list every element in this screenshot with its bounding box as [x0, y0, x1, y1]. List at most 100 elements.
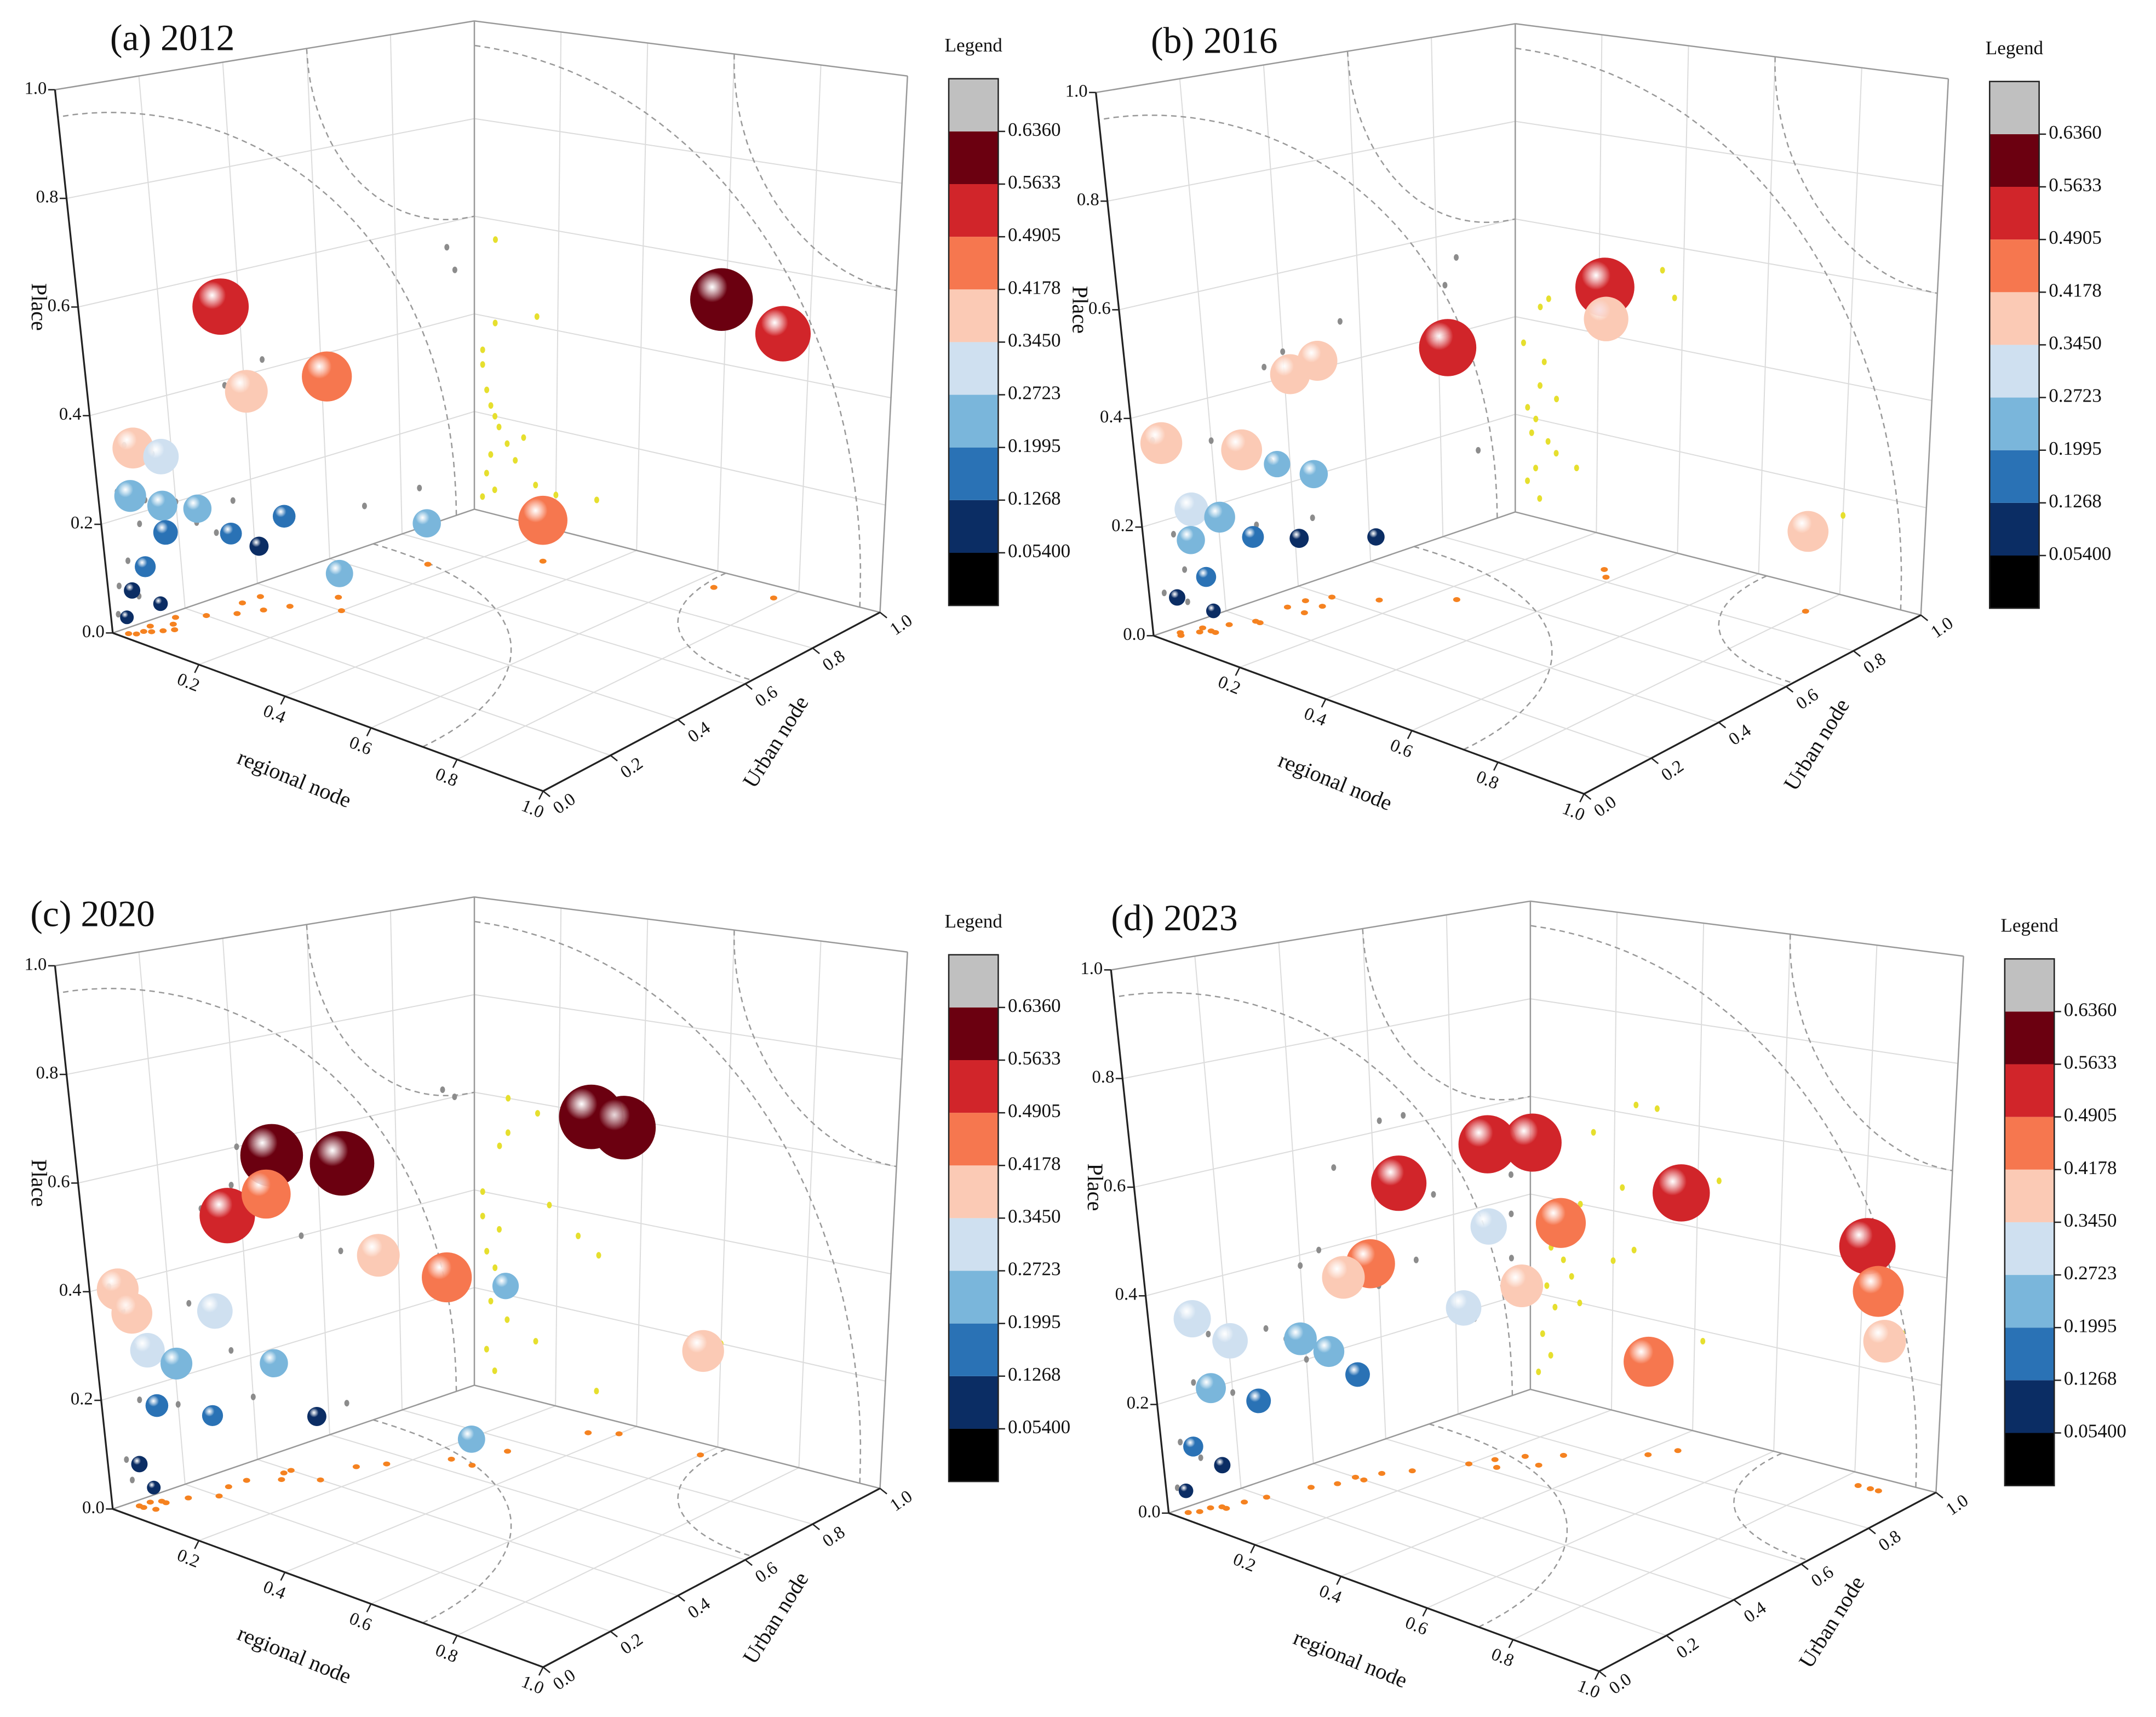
back-projection	[1533, 465, 1539, 472]
legend-swatch	[949, 1165, 999, 1218]
sphere	[143, 439, 179, 474]
tick-mark	[812, 1523, 820, 1530]
legend-swatch	[2004, 1117, 2055, 1170]
tick-mark	[879, 611, 887, 619]
floor-projection	[1375, 597, 1383, 603]
tick-mark	[452, 759, 458, 768]
grid-line	[1298, 586, 1719, 723]
side-projection	[1263, 1325, 1269, 1332]
side-projection	[116, 582, 122, 589]
z-tick-label: 0.8	[1092, 1067, 1114, 1087]
grid-line	[185, 608, 611, 756]
back-projection	[1537, 495, 1543, 502]
back-projection	[1544, 1282, 1550, 1289]
back-projection	[1533, 415, 1539, 422]
grid-line	[1313, 1463, 1734, 1600]
sphere	[225, 370, 268, 413]
back-projection	[1633, 1101, 1639, 1108]
grid-line	[717, 930, 735, 1447]
side-projection	[1316, 1246, 1322, 1254]
legend-swatch	[2004, 959, 2055, 1012]
z-tick-label: 0.2	[71, 1389, 93, 1409]
grid-line	[1610, 912, 1618, 1410]
floor-projection	[140, 1505, 147, 1510]
legend-title: Legend	[945, 35, 1003, 56]
side-projection	[444, 244, 450, 251]
side-projection	[137, 1397, 142, 1404]
floor-projection	[1177, 633, 1185, 638]
legend-label: 0.4178	[1008, 277, 1061, 298]
back-projection	[504, 1316, 510, 1323]
back-projection	[492, 1367, 497, 1375]
grid-line	[89, 1189, 475, 1292]
frame-edge	[879, 952, 908, 1489]
floor-projection	[697, 1452, 704, 1458]
back-projection	[1540, 1330, 1545, 1337]
sphere	[1787, 511, 1829, 552]
side-projection	[1208, 437, 1214, 444]
tick-mark	[366, 727, 372, 737]
back-projection	[533, 482, 538, 489]
tick-mark	[677, 719, 685, 726]
x-axis-label: regional node	[234, 1621, 355, 1689]
floor-projection	[1601, 566, 1608, 572]
legend-swatch	[949, 1113, 999, 1166]
y-tick-label: 0.8	[1860, 649, 1889, 678]
sphere	[111, 1292, 153, 1334]
back-projection	[1700, 1337, 1706, 1344]
frame-edge	[474, 896, 908, 953]
z-axis	[54, 965, 114, 1509]
legend-title: Legend	[945, 911, 1003, 932]
guide-arc	[58, 111, 457, 516]
floor-projection	[286, 604, 294, 609]
tick-mark	[1594, 1670, 1600, 1680]
sphere	[1212, 1323, 1248, 1359]
grid-line	[555, 908, 562, 1406]
floor-projection	[1307, 1485, 1315, 1490]
legend-label: 0.2723	[1008, 1258, 1061, 1280]
guide-arc	[1530, 925, 1917, 1487]
grid-line	[1431, 37, 1444, 537]
back-projection	[1569, 1273, 1574, 1280]
grid-line	[636, 919, 649, 1427]
x-axis	[1168, 1512, 1599, 1673]
x-tick-label: 0.8	[1473, 767, 1501, 794]
back-projection	[488, 1297, 494, 1304]
z-axis-label: Place	[1083, 1163, 1108, 1211]
legend-swatch	[949, 131, 999, 184]
sphere	[130, 1332, 165, 1368]
tick-mark	[1508, 1639, 1514, 1649]
z-tick-label: 0.0	[1138, 1502, 1161, 1521]
legend-swatch	[2004, 1327, 2055, 1381]
side-projection	[260, 356, 265, 363]
grid-line	[1515, 316, 1933, 402]
back-projection	[594, 496, 599, 503]
grid-line	[474, 215, 897, 291]
side-projection	[1198, 1454, 1203, 1461]
legend-label: 0.1268	[2064, 1367, 2117, 1389]
z-tick-label: 0.6	[1088, 299, 1111, 318]
sphere	[153, 596, 168, 611]
floor-projection	[1453, 597, 1460, 602]
x-axis-label: regional node	[1290, 1625, 1411, 1693]
sphere	[1853, 1266, 1904, 1317]
legend-swatch	[1989, 502, 2039, 556]
sphere	[114, 480, 146, 512]
sphere	[241, 1169, 291, 1219]
legend-label: 0.3450	[2064, 1210, 2117, 1231]
x-tick-label: 0.2	[1230, 1549, 1258, 1576]
y-tick-label: 0.4	[1725, 720, 1754, 749]
panel: (c) 2020 0.20.40.60.81.0 0.00.20.40.60.81…	[25, 893, 1071, 1698]
grid-line	[1194, 956, 1242, 1489]
back-projection	[484, 1247, 490, 1255]
tick-mark	[1935, 1492, 1943, 1499]
back-projection	[1537, 382, 1543, 389]
x-tick-label: 0.8	[433, 764, 461, 791]
floor-projection	[1351, 1474, 1360, 1480]
grid-line	[370, 570, 718, 729]
tick-mark	[1583, 793, 1592, 800]
z-axis-label: Place	[27, 1159, 51, 1207]
floor-projection	[1535, 1462, 1543, 1468]
floor-projection	[169, 621, 177, 627]
legend-swatch	[949, 1376, 999, 1429]
